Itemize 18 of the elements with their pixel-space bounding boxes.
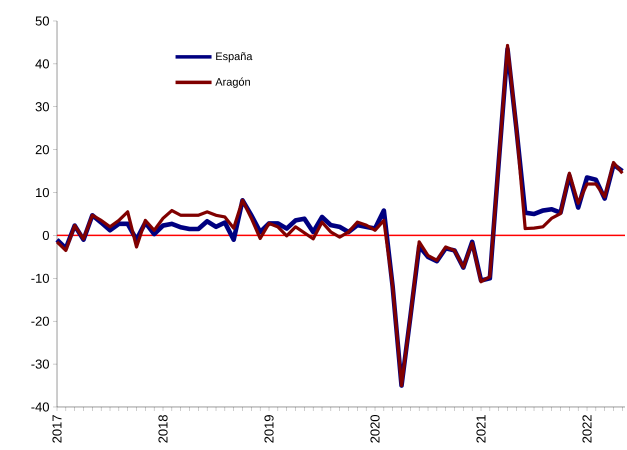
y-tick-label: 40 — [35, 59, 49, 68]
x-tick-label: 2021 — [476, 415, 486, 443]
x-tick-label: 2017 — [52, 415, 62, 443]
y-tick-label: 30 — [36, 102, 49, 112]
y-tick-label: 0 — [42, 230, 49, 240]
y-tick-label: -30 — [31, 360, 49, 369]
y-tick-label: 50 — [36, 16, 49, 26]
y-tick-label: -40 — [31, 402, 49, 412]
y-tick-label: -10 — [31, 274, 49, 283]
legend-label: España — [216, 52, 252, 62]
x-tick-label: 2019 — [264, 415, 274, 443]
legend-label: Aragón — [215, 78, 250, 88]
x-tick-label: 2020 — [370, 415, 380, 443]
y-tick-label: -20 — [31, 316, 49, 326]
x-tick-label: 2022 — [582, 415, 592, 443]
y-tick-label: 10 — [36, 188, 49, 198]
x-tick-label: 2018 — [158, 415, 168, 443]
y-tick-label: 20 — [36, 145, 49, 154]
